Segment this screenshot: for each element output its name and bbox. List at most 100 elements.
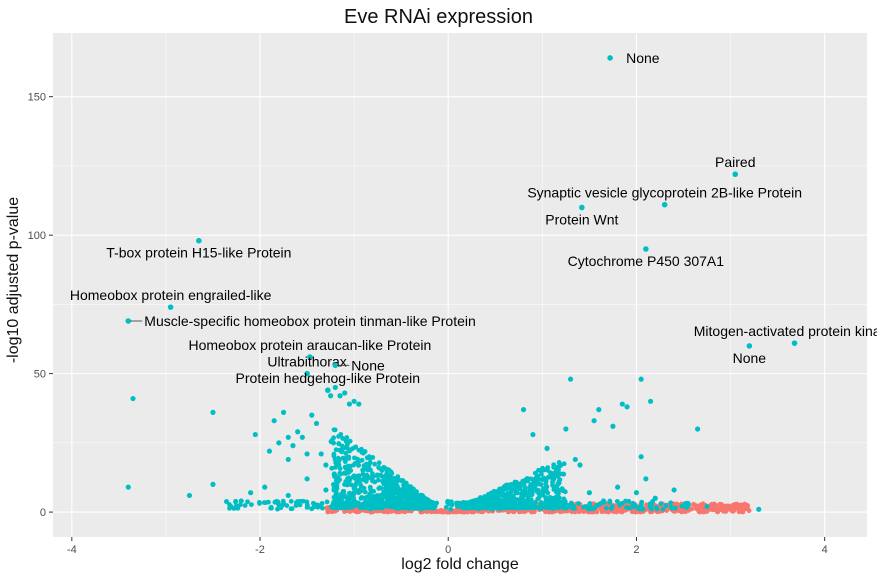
point-not-significant [629,509,635,515]
point-significant [285,456,291,463]
point-significant [365,455,371,461]
x-tick-label: -4 [67,544,77,556]
point-significant [367,484,373,490]
point-not-significant [385,509,391,515]
point-significant [252,431,258,438]
point-significant [334,485,340,491]
point-significant [607,499,612,505]
point-significant [596,502,602,508]
point-not-significant [724,505,730,511]
point-significant [281,501,287,507]
point-not-significant [691,502,696,507]
point-significant [295,502,301,507]
point-significant [271,418,277,424]
point-significant [538,501,544,507]
point-significant [266,499,271,505]
point-significant [333,477,339,483]
point-significant [304,451,310,457]
point-significant [572,506,577,511]
x-tick-label: 2 [633,544,639,556]
point-significant [345,498,351,504]
point-significant [538,471,544,477]
point-annotation: Paired [715,154,755,170]
point-significant [647,398,654,404]
point-significant [535,496,541,502]
point-significant [290,443,296,449]
point-significant [344,494,349,500]
point-significant [332,464,338,470]
x-tick-label: 4 [822,544,828,556]
point-significant [233,499,238,505]
point-significant [543,487,549,493]
point-significant [562,489,568,495]
point-not-significant [444,509,450,515]
point-significant [261,500,267,506]
point-significant [242,503,248,508]
point-significant [526,504,531,509]
point-not-significant [674,501,680,507]
point-significant [337,447,342,453]
point-significant [559,486,565,492]
point-significant [515,505,521,511]
point-significant [448,506,454,512]
point-significant [350,446,355,452]
x-axis-label: log2 fold change [401,556,519,573]
point-significant [328,393,334,399]
point-significant [638,376,644,382]
point-significant [520,407,527,413]
point-significant [352,486,358,491]
point-significant [355,456,361,462]
point-significant [338,432,344,437]
point-significant [528,476,534,482]
point-significant [392,481,398,487]
point-significant [361,501,367,506]
point-significant [346,401,353,407]
point-significant [553,494,559,500]
point-significant [342,459,348,465]
point-significant [288,498,294,504]
point-significant [369,499,375,505]
point-significant [289,506,295,511]
point-significant [400,478,406,483]
point-significant [411,490,416,496]
point-significant [610,423,616,429]
point-significant [378,498,383,504]
point-significant [624,404,630,410]
point-significant [347,463,353,469]
point-significant [654,505,659,510]
point-not-significant [618,509,624,515]
point-significant [643,476,649,482]
point-significant [367,491,373,497]
point-significant [615,484,621,490]
point-significant [357,481,363,487]
point-labeled [324,387,331,394]
point-annotation: Mitogen-activated protein kinase [694,323,877,339]
point-significant [318,451,324,457]
point-significant [671,487,677,493]
point-significant [295,429,301,435]
point-significant [583,504,589,510]
point-significant [660,506,666,512]
point-annotation: None [351,357,385,373]
point-not-significant [347,509,353,514]
y-tick-label: 150 [28,92,46,104]
point-annotation: T-box protein H15-like Protein [106,245,291,261]
point-significant [633,490,640,496]
point-significant [340,436,346,441]
point-significant [339,498,345,504]
point-significant [545,465,551,470]
point-not-significant [713,507,719,512]
point-significant [567,376,574,382]
point-significant [445,500,450,505]
point-significant [347,438,353,444]
y-tick-label: 0 [40,507,46,519]
point-significant [546,502,551,508]
point-annotation: Ultrabithorax [267,354,346,370]
point-significant [333,494,339,500]
point-significant [529,486,535,492]
point-significant [553,467,560,474]
point-labeled [304,370,310,377]
point-significant [638,454,644,460]
point-significant [342,464,348,470]
